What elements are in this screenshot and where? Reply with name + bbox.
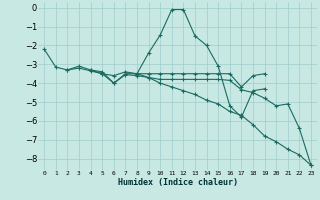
X-axis label: Humidex (Indice chaleur): Humidex (Indice chaleur)	[118, 178, 238, 187]
